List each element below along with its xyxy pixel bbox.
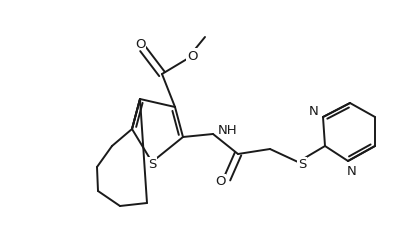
Text: O: O [135,37,145,50]
Text: S: S [298,158,306,171]
Text: N: N [308,105,318,118]
Text: O: O [215,175,225,188]
Text: NH: NH [218,123,238,136]
Text: N: N [347,164,357,177]
Text: O: O [187,49,197,62]
Text: S: S [148,158,156,171]
